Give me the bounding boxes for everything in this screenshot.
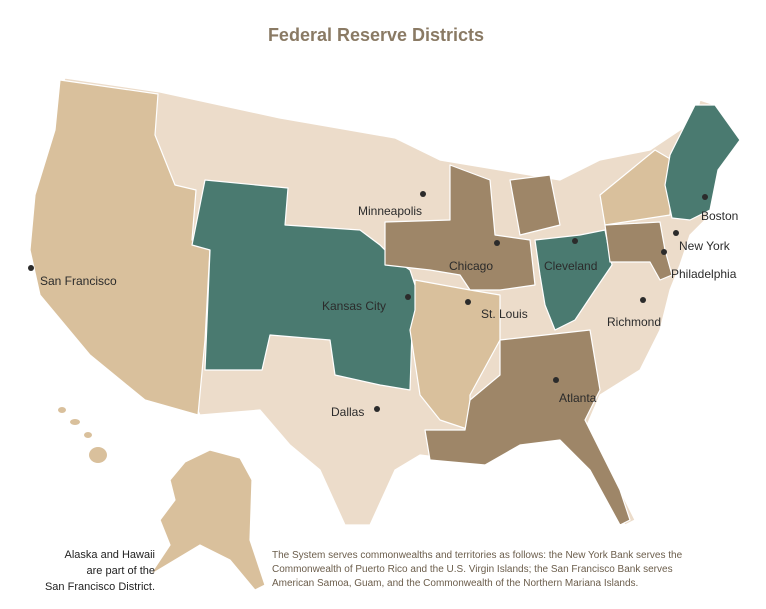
note-line: are part of the — [87, 565, 156, 577]
city-label: St. Louis — [481, 307, 528, 321]
city-label: New York — [679, 239, 731, 253]
kansas-city-district — [191, 179, 421, 391]
footnote: The System serves commonwealths and terr… — [272, 550, 683, 589]
city-label: Boston — [701, 209, 738, 223]
alaska-note: Alaska and Hawaii are part of the San Fr… — [45, 549, 155, 593]
bank-dots — [28, 191, 708, 412]
city-label: Philadelphia — [671, 267, 737, 281]
city-label: Cleveland — [544, 259, 597, 273]
city-label: Minneapolis — [358, 204, 422, 218]
city-label: Atlanta — [559, 391, 597, 405]
note-line: San Francisco District. — [45, 581, 155, 593]
footnote-line: The System serves commonwealths and terr… — [272, 550, 683, 561]
footnote-line: Commonwealth of Puerto Rico and the U.S.… — [272, 564, 673, 575]
boston-district — [664, 104, 741, 221]
san-francisco-district — [29, 79, 211, 416]
alaska — [149, 449, 266, 591]
note-line: Alaska and Hawaii — [65, 549, 156, 561]
city-label: San Francisco — [40, 274, 117, 288]
philadelphia-district — [604, 221, 673, 281]
city-label: Richmond — [607, 315, 661, 329]
city-label: Kansas City — [322, 299, 386, 313]
footnote-line: American Samoa, Guam, and the Commonweal… — [272, 578, 638, 589]
atlanta-district — [424, 329, 631, 526]
chicago-district-michigan — [509, 174, 561, 236]
cleveland-district — [534, 229, 613, 331]
regions — [29, 77, 741, 591]
city-label: Dallas — [331, 405, 364, 419]
city-label: Chicago — [449, 259, 493, 273]
map-title: Federal Reserve Districts — [268, 25, 484, 45]
hawaii — [58, 407, 107, 463]
